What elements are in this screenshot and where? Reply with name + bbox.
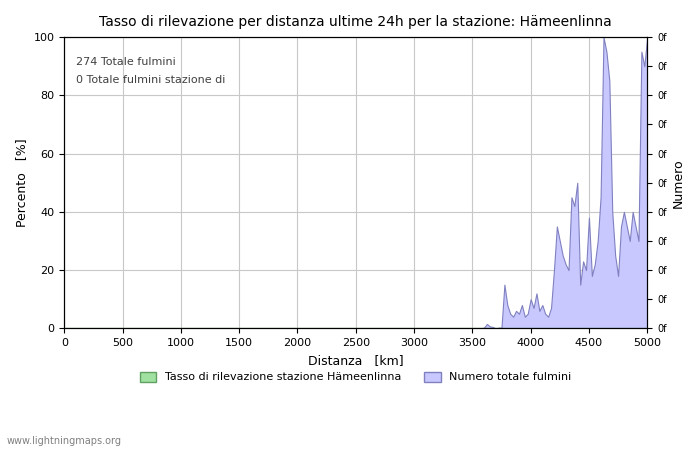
Text: 274 Totale fulmini: 274 Totale fulmini — [76, 58, 176, 68]
Text: 0 Totale fulmini stazione di: 0 Totale fulmini stazione di — [76, 75, 225, 85]
Y-axis label: Percento   [%]: Percento [%] — [15, 139, 28, 227]
Text: www.lightningmaps.org: www.lightningmaps.org — [7, 436, 122, 446]
Title: Tasso di rilevazione per distanza ultime 24h per la stazione: Hämeenlinna: Tasso di rilevazione per distanza ultime… — [99, 15, 612, 29]
X-axis label: Distanza   [km]: Distanza [km] — [308, 354, 404, 367]
Legend: Tasso di rilevazione stazione Hämeenlinna, Numero totale fulmini: Tasso di rilevazione stazione Hämeenlinn… — [135, 367, 576, 387]
Y-axis label: Numero: Numero — [672, 158, 685, 207]
